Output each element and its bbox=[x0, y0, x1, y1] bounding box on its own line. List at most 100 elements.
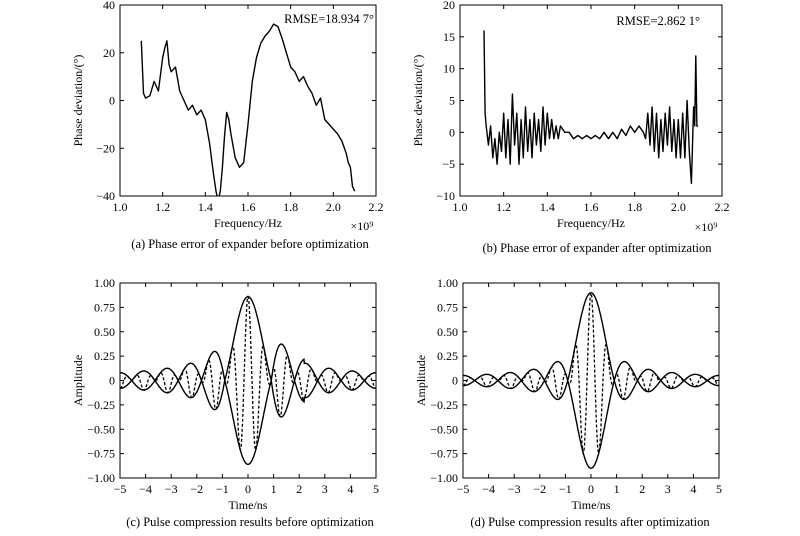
panel-caption: (d) Pulse compression results after opti… bbox=[470, 515, 710, 529]
panel-caption: (a) Phase error of expander before optim… bbox=[131, 237, 369, 251]
y-tick-label: −40 bbox=[96, 189, 115, 203]
chart-panel-4: −5 −4 −3 −2 −1 0 1 2 3 4 5 1.00 0.75 0.50 0.25 0 −0.25 −0… bbox=[414, 276, 722, 529]
x-axis-label: Time/ns bbox=[572, 498, 611, 512]
x-tick-label: 2.0 bbox=[671, 200, 686, 214]
y-axis-label: Amplitude bbox=[71, 355, 85, 406]
x-axis-label: Frequency/Hz bbox=[557, 216, 625, 230]
y-tick-label: 1.00 bbox=[94, 276, 115, 290]
plot-area bbox=[140, 23, 356, 196]
y-tick-label: −0.25 bbox=[87, 398, 115, 412]
y-tick-label: −0.75 bbox=[87, 447, 115, 461]
x-tick-label: 4 bbox=[347, 482, 353, 496]
x-tick-label: 1.6 bbox=[241, 200, 256, 214]
x-tick-label: 2.0 bbox=[326, 200, 341, 214]
y-tick-label: 20 bbox=[443, 0, 455, 12]
plot-frame bbox=[459, 4, 723, 197]
x-tick-label: −1 bbox=[216, 482, 229, 496]
y-tick-label: −10 bbox=[436, 189, 455, 203]
y-tick-label: 1.00 bbox=[437, 276, 458, 290]
x-tick-label: 0 bbox=[245, 482, 251, 496]
plot-frame bbox=[462, 282, 720, 479]
x-tick-label: 1.4 bbox=[540, 200, 555, 214]
lower-envelope-line bbox=[120, 343, 376, 466]
chart-panel-3: −5 −4 −3 −2 −1 0 1 2 3 4 5 1.00 0.75 0.50 0.25 0 −0.25 −0… bbox=[71, 276, 379, 529]
x-tick-label: 3 bbox=[665, 482, 671, 496]
chart-panel-2: 1.0 1.2 1.4 1.6 1.8 2.0 2.2 20 15 10 5 0 −5 −10 Freque… bbox=[411, 0, 730, 255]
upper-envelope-line bbox=[120, 295, 376, 418]
x-tick-label: 1.2 bbox=[155, 200, 170, 214]
plot-area bbox=[463, 291, 719, 470]
y-tick-label: −1.00 bbox=[430, 471, 458, 485]
x-tick-label: −3 bbox=[165, 482, 178, 496]
x-tick-label: 1.8 bbox=[283, 200, 298, 214]
y-tick-label: 0.75 bbox=[437, 300, 458, 314]
rmse-annotation: RMSE=2.862 1° bbox=[616, 14, 700, 28]
x-tick-label: −2 bbox=[533, 482, 546, 496]
x-tick-label: 1 bbox=[614, 482, 620, 496]
x-tick-label: 1 bbox=[271, 482, 277, 496]
x-tick-label: 1.0 bbox=[453, 200, 468, 214]
y-tick-label: 20 bbox=[103, 46, 115, 60]
y-tick-label: 5 bbox=[449, 94, 455, 108]
plot-area bbox=[483, 30, 698, 184]
x-tick-label: 5 bbox=[716, 482, 722, 496]
y-axis-label: Phase deviation/(°) bbox=[71, 55, 85, 147]
x-tick-label: 5 bbox=[373, 482, 379, 496]
x-tick-label: 4 bbox=[690, 482, 696, 496]
x-tick-label: 3 bbox=[322, 482, 328, 496]
x-tick-label: −3 bbox=[508, 482, 521, 496]
y-tick-label: 40 bbox=[103, 0, 115, 12]
phase-error-line bbox=[483, 30, 698, 184]
y-tick-label: −0.50 bbox=[87, 422, 115, 436]
x-tick-label: 2 bbox=[639, 482, 645, 496]
x-tick-label: −4 bbox=[139, 482, 152, 496]
x-tick-label: −5 bbox=[114, 482, 127, 496]
y-tick-label: 0.25 bbox=[437, 349, 458, 363]
compressed-pulse-line bbox=[463, 291, 719, 455]
y-tick-label: 0.25 bbox=[94, 349, 115, 363]
plot-frame bbox=[119, 4, 377, 197]
panel-caption: (b) Phase error of expander after optimi… bbox=[482, 241, 712, 255]
y-tick-label: 0 bbox=[109, 94, 115, 108]
y-tick-label: −0.75 bbox=[430, 447, 458, 461]
y-tick-label: −20 bbox=[96, 141, 115, 155]
panel-caption: (c) Pulse compression results before opt… bbox=[126, 515, 374, 529]
rmse-annotation: RMSE=18.934 7° bbox=[284, 12, 374, 26]
phase-error-line bbox=[140, 23, 356, 196]
y-axis-label: Phase deviation/(°) bbox=[411, 55, 425, 147]
x-tick-label: −5 bbox=[457, 482, 470, 496]
y-tick-label: 0 bbox=[449, 125, 455, 139]
x-axis-label: Frequency/Hz bbox=[214, 216, 282, 230]
x-tick-label: 1.4 bbox=[198, 200, 213, 214]
x-tick-label: 2.2 bbox=[369, 200, 384, 214]
y-tick-label: 15 bbox=[443, 30, 455, 44]
upper-envelope-line bbox=[463, 292, 719, 401]
y-tick-label: 0.50 bbox=[94, 325, 115, 339]
y-tick-label: −0.50 bbox=[430, 422, 458, 436]
x-tick-label: −1 bbox=[559, 482, 572, 496]
x-axis-label: Time/ns bbox=[229, 498, 268, 512]
x-tick-label: −2 bbox=[190, 482, 203, 496]
x-multiplier-label: ×10⁹ bbox=[695, 220, 718, 234]
y-tick-label: 0.50 bbox=[437, 325, 458, 339]
y-tick-label: −0.25 bbox=[430, 398, 458, 412]
compressed-pulse-line bbox=[120, 295, 376, 451]
x-multiplier-label: ×10⁹ bbox=[351, 219, 374, 233]
y-tick-label: −1.00 bbox=[87, 471, 115, 485]
x-tick-label: 2.2 bbox=[715, 200, 730, 214]
y-tick-label: 0 bbox=[109, 374, 115, 388]
plot-frame bbox=[119, 282, 377, 479]
x-tick-label: 1.2 bbox=[496, 200, 511, 214]
x-tick-label: 0 bbox=[588, 482, 594, 496]
x-tick-label: −4 bbox=[482, 482, 495, 496]
y-axis-label: Amplitude bbox=[414, 355, 428, 406]
plot-area bbox=[120, 295, 376, 466]
chart-panel-1: 1.0 1.2 1.4 1.6 1.8 2.0 2.2 40 20 0 −20 −40 Frequenc… bbox=[71, 0, 384, 251]
x-tick-label: 1.0 bbox=[113, 200, 128, 214]
x-tick-label: 1.6 bbox=[584, 200, 599, 214]
lower-envelope-line bbox=[463, 360, 719, 470]
y-tick-label: −5 bbox=[442, 157, 455, 171]
y-tick-label: 0 bbox=[452, 374, 458, 388]
x-tick-label: 1.8 bbox=[627, 200, 642, 214]
